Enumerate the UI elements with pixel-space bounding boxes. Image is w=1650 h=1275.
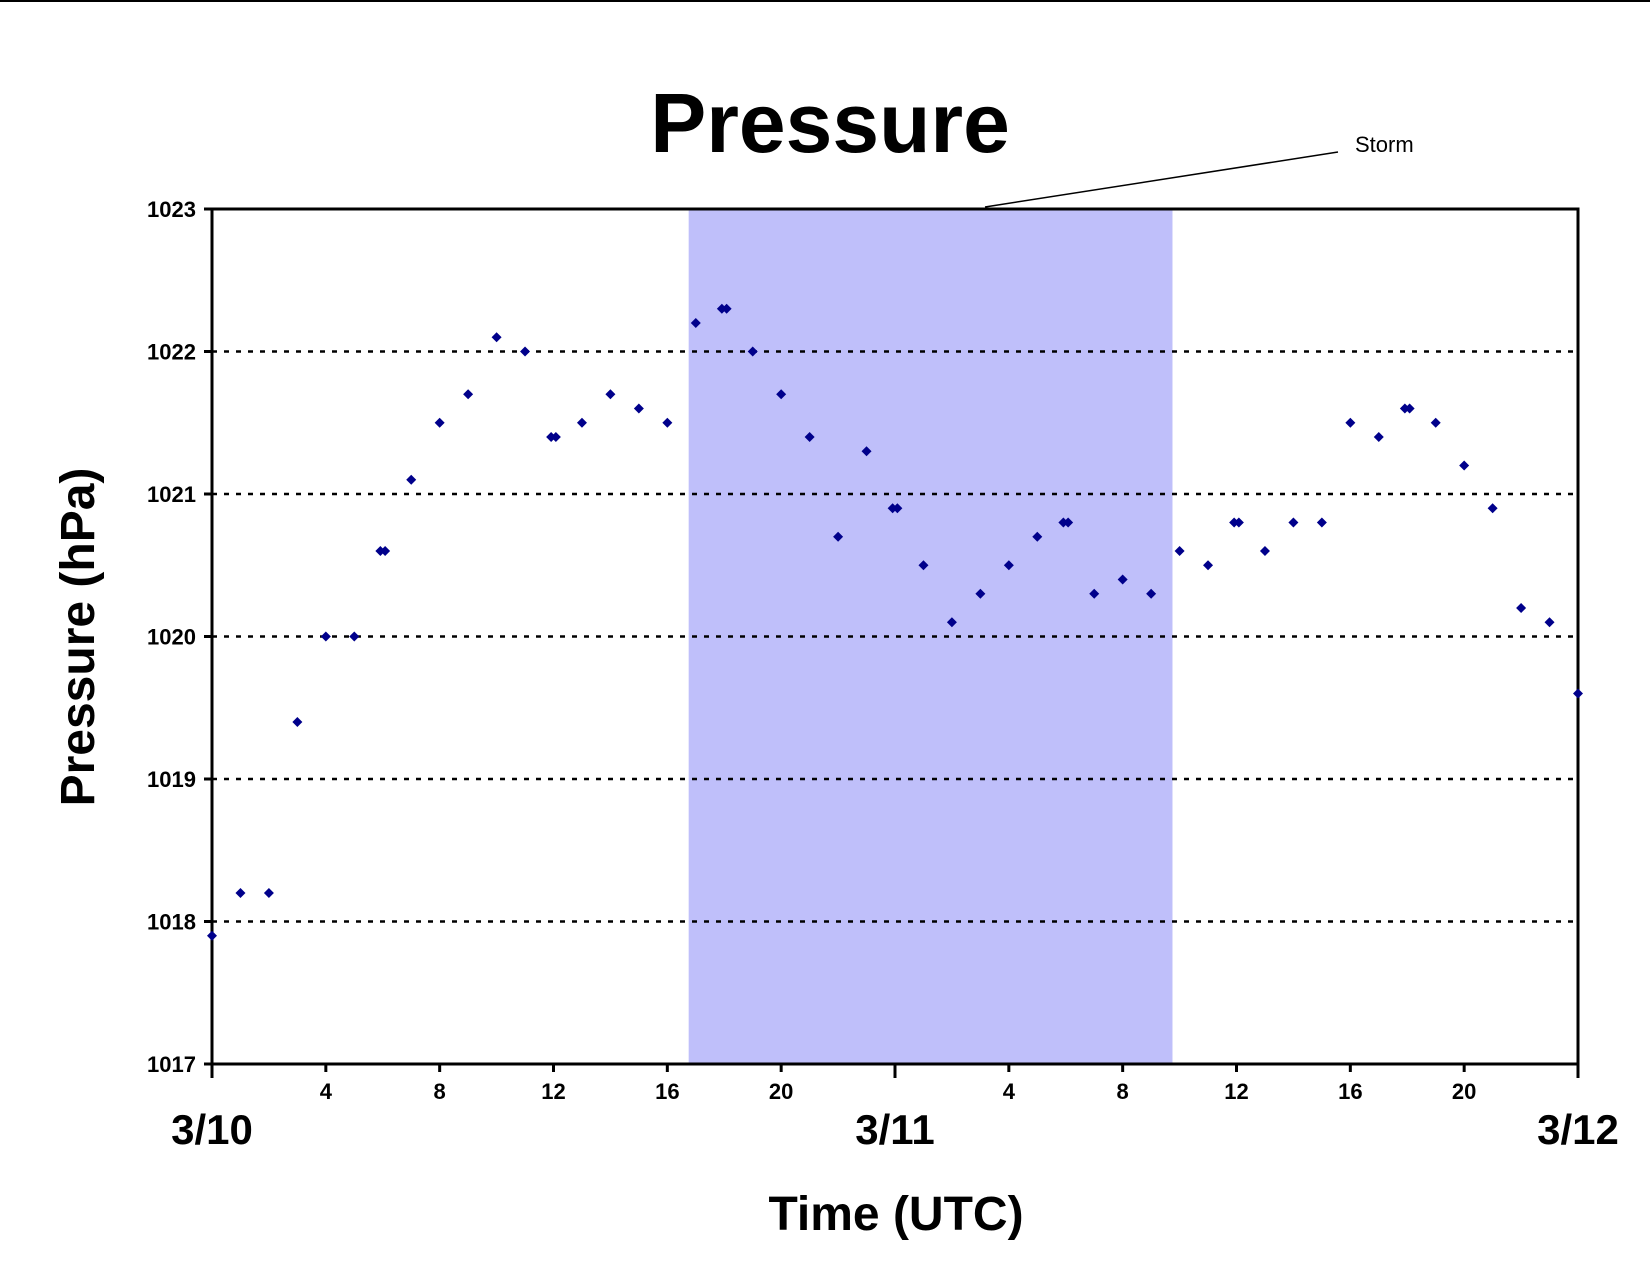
x-tick-label: 16: [655, 1079, 679, 1104]
data-point: [747, 346, 758, 357]
data-point: [576, 417, 587, 428]
data-point: [235, 888, 246, 898]
data-point: [776, 389, 787, 400]
data-point: [1373, 432, 1384, 442]
data-point: [833, 531, 844, 542]
data-point: [1003, 560, 1014, 571]
data-point: [861, 446, 872, 457]
y-tick-label: 1023: [147, 197, 196, 222]
data-point: [892, 503, 903, 514]
y-tick-label: 1020: [147, 625, 196, 650]
data-point: [207, 930, 217, 941]
x-tick-label: 20: [769, 1079, 793, 1104]
data-point: [263, 888, 274, 898]
data-point: [1174, 546, 1185, 556]
data-point: [975, 588, 986, 599]
data-point: [1146, 588, 1157, 599]
storm-shaded-region: [688, 209, 1173, 1064]
data-points: [207, 303, 1583, 941]
data-point: [380, 546, 391, 556]
x-tick-label: 8: [434, 1079, 446, 1104]
data-point: [550, 432, 561, 442]
data-point: [1404, 403, 1415, 414]
y-tick-label: 1017: [147, 1052, 196, 1077]
x-tick-label: 12: [541, 1079, 565, 1104]
data-point: [1203, 560, 1214, 571]
x-tick-label: 12: [1224, 1079, 1248, 1104]
data-point: [633, 403, 644, 414]
data-point: [406, 474, 417, 485]
date-labels: 3/10 3/11 3/12: [171, 1064, 1619, 1153]
data-point: [1544, 617, 1555, 628]
data-point: [320, 631, 331, 642]
storm-annotation-label: Storm: [1355, 132, 1414, 157]
data-point: [1288, 517, 1299, 528]
y-tick-label: 1018: [147, 910, 196, 935]
date-label: 3/10: [171, 1106, 253, 1153]
data-point: [1459, 460, 1470, 471]
x-tick-label: 4: [1003, 1079, 1016, 1104]
data-point: [918, 560, 929, 571]
data-point: [690, 318, 701, 328]
x-tick-label: 4: [320, 1079, 333, 1104]
y-axis-ticks: 1017 1018 1019 1020 1021 1022 1023: [147, 197, 212, 1077]
data-point: [434, 417, 445, 428]
data-point: [662, 417, 673, 428]
x-axis-label: Time (UTC): [768, 1188, 1023, 1241]
x-axis-ticks: 4 8 12 16 20 4 8 12 16 20: [320, 1064, 1476, 1104]
data-point: [1430, 417, 1441, 428]
data-point: [1063, 517, 1074, 528]
x-tick-label: 20: [1452, 1079, 1476, 1104]
data-point: [1032, 531, 1043, 542]
data-point: [804, 432, 815, 442]
data-point: [491, 332, 502, 343]
data-point: [292, 717, 303, 727]
data-point: [520, 346, 531, 357]
data-point: [946, 617, 957, 628]
data-point: [1259, 546, 1270, 556]
date-label: 3/11: [855, 1106, 934, 1153]
data-point: [1573, 688, 1583, 699]
data-point: [1345, 417, 1356, 428]
data-point: [349, 631, 360, 642]
y-tick-label: 1019: [147, 767, 196, 792]
data-point: [1117, 574, 1128, 585]
data-point: [1316, 517, 1327, 528]
data-point: [721, 303, 732, 314]
x-tick-label: 16: [1338, 1079, 1362, 1104]
data-point: [463, 389, 474, 400]
data-point: [1233, 517, 1244, 528]
top-border-rule: [0, 0, 1650, 2]
storm-annotation-leader-line: [984, 151, 1339, 208]
data-point: [605, 389, 616, 400]
x-tick-label: 8: [1117, 1079, 1129, 1104]
data-point: [1516, 603, 1527, 613]
y-tick-label: 1022: [147, 340, 196, 365]
data-point: [1089, 588, 1100, 599]
date-label: 3/12: [1537, 1106, 1619, 1153]
y-axis-label: Pressure (hPa): [52, 468, 105, 807]
chart-title: Pressure: [650, 76, 1010, 170]
data-point: [1487, 503, 1498, 514]
y-tick-label: 1021: [147, 482, 196, 507]
